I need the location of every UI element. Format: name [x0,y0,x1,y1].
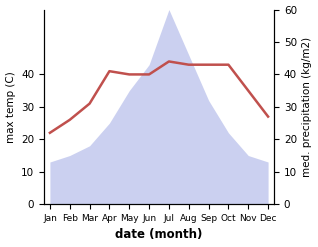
X-axis label: date (month): date (month) [115,228,203,242]
Y-axis label: max temp (C): max temp (C) [5,71,16,143]
Y-axis label: med. precipitation (kg/m2): med. precipitation (kg/m2) [302,37,313,177]
